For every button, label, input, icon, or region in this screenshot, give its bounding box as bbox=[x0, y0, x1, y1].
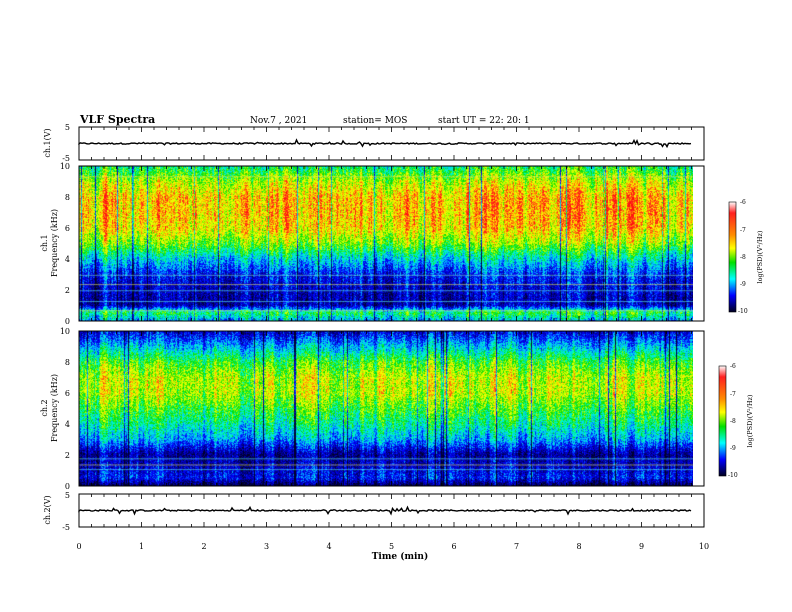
ch2-colorbar-tick-minus6: -6 bbox=[730, 363, 736, 370]
time-axis-tick-labels: 0 1 2 3 4 5 6 7 8 9 10 bbox=[76, 542, 709, 551]
date-label: Nov.7 , 2021 bbox=[250, 116, 307, 126]
ch2-waveform-ylabel: ch.2(V) bbox=[43, 495, 52, 524]
ch1-label: ch.1 bbox=[40, 234, 49, 251]
ch2-ytick-0: 0 bbox=[65, 482, 70, 491]
ch2-colorbar bbox=[718, 365, 727, 477]
ch1-spectrogram-image bbox=[79, 166, 693, 321]
xtick-6: 6 bbox=[451, 542, 456, 551]
ch1-ytick-4: 4 bbox=[65, 255, 70, 264]
ch1-frequency-axis-label: Frequency (kHz) bbox=[50, 209, 59, 277]
ch2-ytick-10: 10 bbox=[60, 327, 70, 336]
ch1-ytick-bottom: -5 bbox=[62, 154, 70, 163]
ch1-colorbar-tick-minus10: -10 bbox=[738, 308, 748, 315]
ch2-colorbar-tick-minus8: -8 bbox=[730, 418, 736, 425]
ch1-colorbar-tick-minus9: -9 bbox=[740, 281, 746, 288]
ch1-colorbar-tick-minus6: -6 bbox=[740, 199, 746, 206]
ch2-colorbar-tick-minus10: -10 bbox=[728, 472, 738, 479]
xtick-4: 4 bbox=[326, 542, 331, 551]
ch1-ytick-6: 6 bbox=[65, 224, 70, 233]
xtick-3: 3 bbox=[264, 542, 269, 551]
ch1-colorbar-tick-minus8: -8 bbox=[740, 254, 746, 261]
ch1-waveform-panel: 5 -5 ch.1(V) bbox=[43, 123, 705, 163]
ch1-ytick-2: 2 bbox=[65, 286, 70, 295]
xtick-2: 2 bbox=[201, 542, 206, 551]
start-time-label: start UT = 22: 20: 1 bbox=[438, 116, 530, 126]
xtick-7: 7 bbox=[514, 542, 519, 551]
ch2-ytick-bottom: -5 bbox=[62, 523, 70, 532]
station-label: station= MOS bbox=[343, 116, 407, 126]
ch1-ytick-10: 10 bbox=[60, 162, 70, 171]
ch1-colorbar-label: log(PSD)(V²/Hz) bbox=[756, 230, 764, 283]
ch2-label: ch.2 bbox=[40, 399, 49, 416]
ch2-frequency-tick-labels: 0 2 4 6 8 10 bbox=[60, 327, 70, 491]
ch2-waveform-panel: 5 -5 ch.2(V) bbox=[43, 491, 705, 532]
xtick-5: 5 bbox=[389, 542, 394, 551]
ch2-colorbar-label: log(PSD)(V²/Hz) bbox=[746, 394, 754, 447]
ch2-ytick-8: 8 bbox=[65, 358, 70, 367]
time-axis-label: Time (min) bbox=[372, 551, 429, 562]
ch2-frequency-axis-label: Frequency (kHz) bbox=[50, 374, 59, 442]
xtick-1: 1 bbox=[139, 542, 144, 551]
ch2-ytick-2: 2 bbox=[65, 451, 70, 460]
ch2-waveform-trace bbox=[78, 505, 692, 516]
ch2-ytick-top: 5 bbox=[65, 491, 70, 500]
xtick-0: 0 bbox=[76, 542, 81, 551]
xtick-9: 9 bbox=[639, 542, 644, 551]
ch1-ytick-top: 5 bbox=[65, 123, 70, 132]
ch2-waveform-ticks bbox=[78, 494, 705, 527]
xtick-10: 10 bbox=[699, 542, 709, 551]
ch2-spectrogram-image bbox=[79, 331, 693, 486]
xtick-8: 8 bbox=[576, 542, 581, 551]
ch1-waveform-ylabel: ch.1(V) bbox=[43, 128, 52, 157]
ch2-spectrogram-panel: ch.2 Frequency (kHz) 0 2 4 6 8 10 -6 -7 … bbox=[40, 327, 754, 491]
ch1-ytick-0: 0 bbox=[65, 317, 70, 326]
ch2-colorbar-tick-minus9: -9 bbox=[730, 445, 736, 452]
ch2-colorbar-tick-minus7: -7 bbox=[730, 391, 736, 398]
ch2-spectrogram-ticks bbox=[78, 331, 705, 486]
ch1-colorbar-tick-minus7: -7 bbox=[740, 227, 746, 234]
ch1-colorbar bbox=[728, 201, 737, 313]
ch1-frequency-tick-labels: 0 2 4 6 8 10 bbox=[60, 162, 70, 326]
figure-title: VLF Spectra bbox=[79, 113, 155, 126]
ch1-spectrogram-panel: ch.1 Frequency (kHz) 0 2 4 6 8 10 -6 -7 … bbox=[40, 162, 764, 326]
ch1-waveform-ticks bbox=[78, 127, 705, 160]
ch1-spectrogram-ticks bbox=[78, 166, 705, 321]
ch1-waveform-trace bbox=[78, 138, 692, 149]
ch2-ytick-6: 6 bbox=[65, 389, 70, 398]
ch1-ytick-8: 8 bbox=[65, 193, 70, 202]
ch2-ytick-4: 4 bbox=[65, 420, 70, 429]
